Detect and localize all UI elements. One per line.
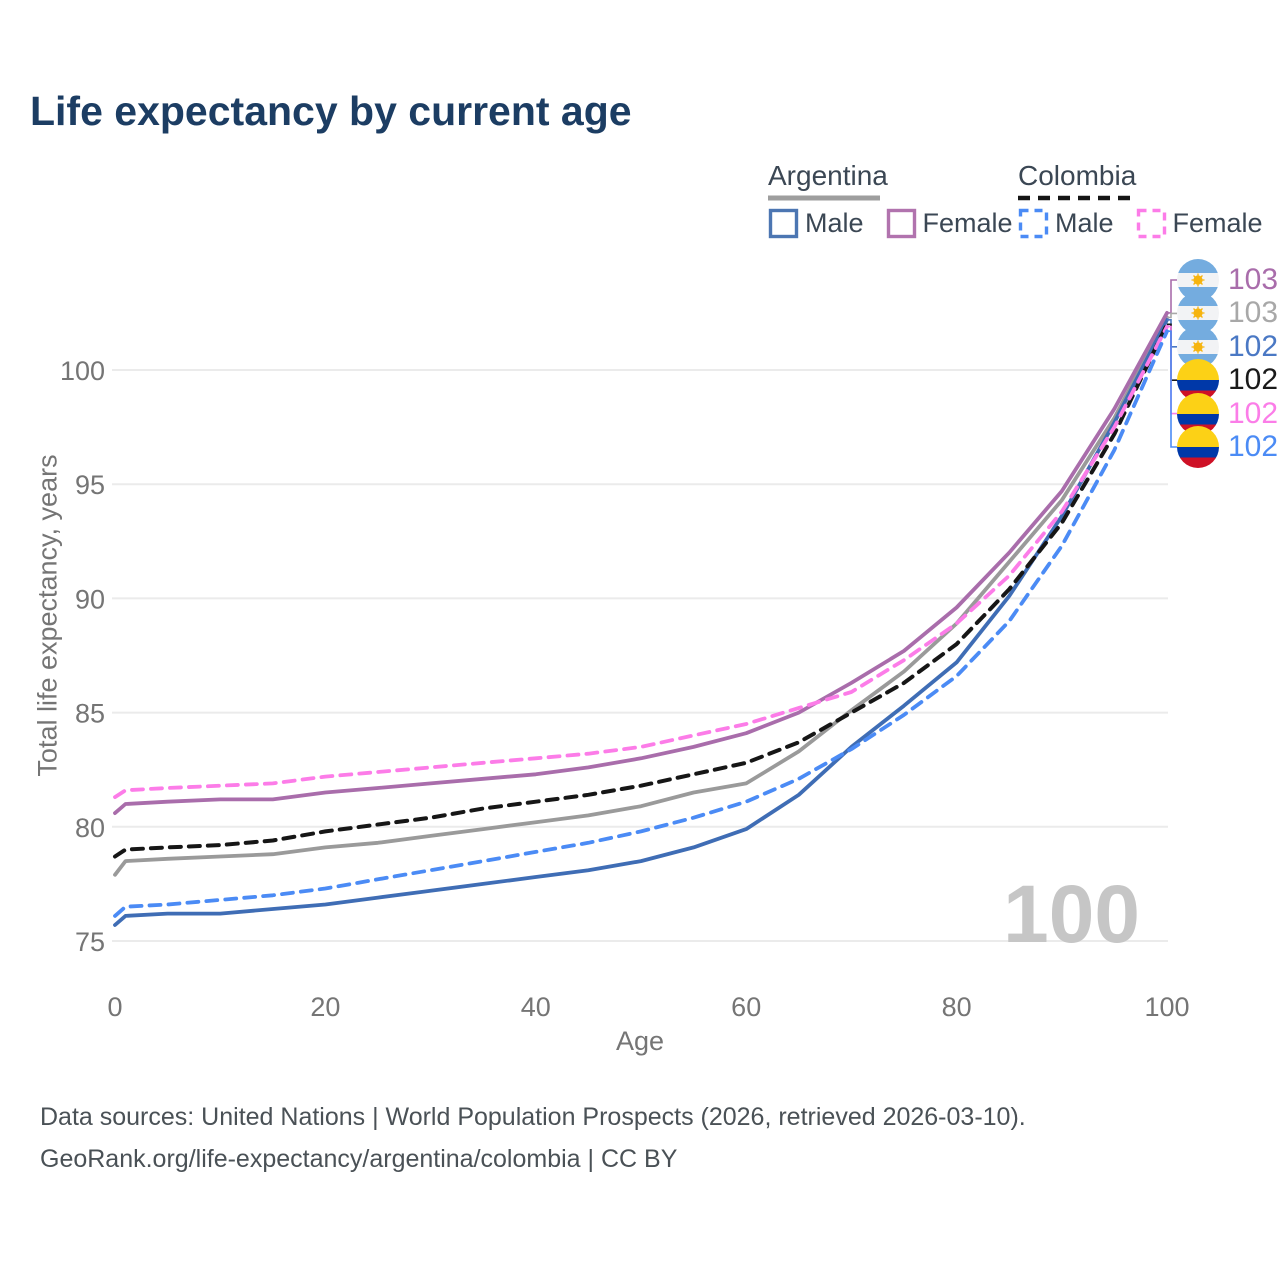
- end-label-leader-line: [1167, 312, 1177, 319]
- end-label-leader-line: [1167, 323, 1177, 381]
- series-line-colombia-female: [113, 324, 1169, 799]
- page-title: Life expectancy by current age: [30, 88, 632, 134]
- y-tick-label: 100: [60, 356, 105, 386]
- y-tick-label: 90: [75, 584, 105, 614]
- end-label-leader-line: [1167, 325, 1177, 415]
- legend-item-colombia-female[interactable]: Female: [1136, 208, 1263, 239]
- y-tick-label: 85: [75, 699, 105, 729]
- end-label-value: 103: [1228, 296, 1279, 330]
- y-tick-label: 75: [75, 927, 105, 957]
- end-label-value: 102: [1228, 430, 1279, 463]
- x-axis-title: Age: [615, 1026, 665, 1056]
- footer-attribution-line[interactable]: GeoRank.org/life-expectancy/argentina/co…: [40, 1145, 678, 1173]
- x-tick-label: 0: [107, 992, 122, 1022]
- legend-label-female: Female: [1172, 208, 1263, 238]
- end-label-value: 103: [1228, 263, 1279, 296]
- series-line-argentina: [113, 315, 1169, 877]
- y-tick-label: 95: [75, 470, 105, 500]
- x-tick-label: 60: [731, 992, 761, 1022]
- end-label-leader-line: [1167, 279, 1177, 314]
- legend-country-argentina[interactable]: Argentina: [768, 160, 888, 191]
- x-tick-label: 80: [942, 992, 972, 1022]
- end-label-value: 102: [1228, 363, 1279, 397]
- y-axis-title: Total life expectancy, years: [32, 454, 63, 777]
- legend-label-male: Male: [1055, 208, 1114, 238]
- end-label-leader-line: [1167, 330, 1177, 448]
- end-label-value: 102: [1228, 329, 1279, 363]
- footer-sources-line: Data sources: United Nations | World Pop…: [40, 1103, 1026, 1131]
- legend-label-male: Male: [805, 208, 864, 238]
- argentina-male-swatch-icon: [768, 208, 799, 239]
- end-label-colombia-male[interactable]: 102: [1177, 426, 1278, 468]
- legend-country-colombia[interactable]: Colombia: [1018, 160, 1137, 191]
- argentina-female-swatch-icon: [886, 208, 916, 239]
- series-line-argentina-female: [113, 310, 1169, 815]
- legend-item-argentina-male[interactable]: Male: [768, 208, 864, 239]
- series-line-colombia: [113, 322, 1169, 859]
- legend-item-argentina-female[interactable]: Female: [886, 208, 1013, 239]
- argentina-solid-underline: [768, 195, 880, 201]
- current-age-watermark: 100: [1003, 869, 1140, 960]
- x-tick-label: 20: [310, 992, 340, 1022]
- legend: Argentina Male Female Colombia Male: [0, 160, 1280, 240]
- series-line-argentina-male: [113, 317, 1169, 927]
- x-tick-label: 40: [521, 992, 551, 1022]
- colombia-male-swatch-icon: [1018, 208, 1049, 239]
- x-tick-label: 100: [1144, 992, 1189, 1022]
- y-tick-label: 80: [75, 813, 105, 843]
- series-line-colombia-male: [113, 329, 1169, 918]
- legend-label-female: Female: [922, 208, 1013, 238]
- colombia-dashed-underline: [1018, 195, 1130, 201]
- legend-group-colombia: Colombia Male Female: [1018, 160, 1280, 239]
- flag-colombia-icon: [1177, 426, 1219, 468]
- end-label-value: 102: [1228, 396, 1279, 430]
- legend-item-colombia-male[interactable]: Male: [1018, 208, 1114, 239]
- end-label-argentina[interactable]: 103: [1177, 292, 1279, 335]
- legend-group-argentina: Argentina Male Female: [768, 160, 1035, 239]
- data-source-footer: Data sources: United Nations | World Pop…: [40, 1096, 1026, 1180]
- colombia-female-swatch-icon: [1136, 208, 1166, 239]
